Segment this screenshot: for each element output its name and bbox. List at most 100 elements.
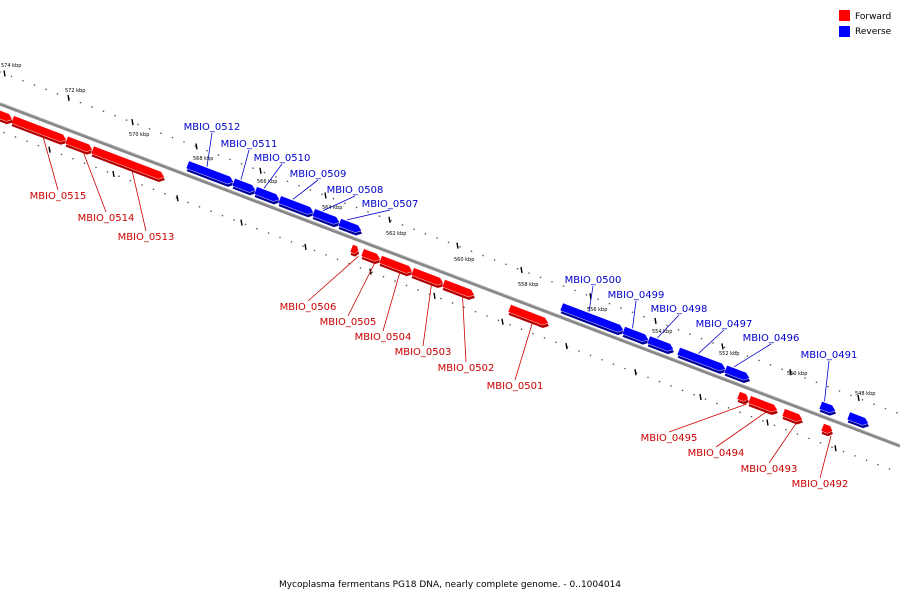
gene-label[interactable]: MBIO_0499 bbox=[608, 290, 665, 301]
gene-label[interactable]: MBIO_0498 bbox=[651, 304, 708, 315]
inner-dot bbox=[865, 459, 868, 462]
gene-arrow-body[interactable]: MBIO_0498 bbox=[646, 335, 675, 353]
inner-dot bbox=[164, 192, 166, 195]
gene-arrow[interactable]: MBIO_0512 bbox=[185, 160, 236, 189]
gene-label[interactable]: MBIO_0511 bbox=[221, 139, 278, 150]
gene-arrow[interactable]: MBIO_0494 bbox=[747, 395, 780, 417]
outer-dot bbox=[459, 246, 461, 248]
scale-tick-label: 574 kbp bbox=[1, 63, 21, 69]
gene-label[interactable]: MBIO_0510 bbox=[254, 153, 311, 164]
outer-dot bbox=[585, 294, 588, 296]
gene-label[interactable]: MBIO_0515 bbox=[30, 191, 87, 202]
gene-arrow-body[interactable]: MBIO_0494 bbox=[747, 395, 779, 414]
inner-dot bbox=[750, 415, 753, 418]
gene-arrow-body[interactable]: MBIO_0508 bbox=[311, 208, 341, 226]
gene-arrow[interactable]: MBIO_0510 bbox=[253, 186, 282, 206]
gene-arrow-body[interactable]: MBIO_0503 bbox=[410, 267, 445, 287]
inner-dot bbox=[704, 398, 707, 400]
gene-label[interactable]: MBIO_0508 bbox=[327, 185, 384, 196]
label-leader-line bbox=[514, 322, 533, 381]
gene-label[interactable]: MBIO_0514 bbox=[78, 213, 135, 224]
gene-arrow-body[interactable]: MBIO_0514 bbox=[64, 135, 94, 153]
gene-arrow-body[interactable]: MBIO_0504 bbox=[378, 255, 414, 276]
gene-arrow[interactable]: MBIO_0506 bbox=[349, 244, 361, 258]
gene-label[interactable]: MBIO_0509 bbox=[290, 169, 347, 180]
scale-tick-label: 572 kbp bbox=[65, 88, 85, 94]
gene-label[interactable]: MBIO_0513 bbox=[118, 232, 175, 243]
gene-arrow-body[interactable]: MBIO_0495 bbox=[736, 391, 750, 403]
outer-dot bbox=[781, 368, 783, 370]
gene-arrow[interactable]: MBIO_0504 bbox=[378, 255, 415, 279]
gene-arrow-body[interactable] bbox=[0, 109, 14, 124]
inner-tick-mark bbox=[433, 292, 436, 300]
gene-label[interactable]: MBIO_0492 bbox=[792, 479, 849, 490]
gene-label[interactable]: MBIO_0504 bbox=[355, 332, 412, 343]
inner-dot bbox=[647, 376, 649, 379]
gene-arrow-body[interactable]: MBIO_0507 bbox=[337, 218, 363, 235]
gene-arrow-body[interactable]: MBIO_0513 bbox=[90, 145, 166, 181]
gene-arrow[interactable] bbox=[846, 411, 871, 430]
gene-arrow[interactable]: MBIO_0513 bbox=[90, 145, 167, 184]
gene-arrow-body[interactable]: MBIO_0501 bbox=[507, 304, 550, 327]
gene-arrow[interactable]: MBIO_0503 bbox=[410, 267, 446, 290]
gene-arrow-body[interactable]: MBIO_0506 bbox=[349, 244, 360, 255]
gene-label[interactable]: MBIO_0494 bbox=[688, 448, 745, 459]
gene-label[interactable]: MBIO_0505 bbox=[320, 317, 377, 328]
inner-dot bbox=[106, 171, 109, 173]
outer-dot bbox=[827, 385, 829, 388]
gene-arrow-body[interactable]: MBIO_0510 bbox=[253, 186, 281, 204]
gene-arrow[interactable]: MBIO_0511 bbox=[231, 178, 258, 197]
gene-label[interactable]: MBIO_0500 bbox=[565, 275, 622, 286]
gene-arrow-body[interactable]: MBIO_0511 bbox=[231, 178, 257, 194]
gene-arrow[interactable]: MBIO_0496 bbox=[723, 365, 752, 384]
inner-tick-mark bbox=[112, 170, 115, 178]
gene-label[interactable]: MBIO_0502 bbox=[438, 363, 495, 374]
gene-label[interactable]: MBIO_0493 bbox=[741, 464, 798, 475]
gene-label[interactable]: MBIO_0495 bbox=[641, 433, 698, 444]
gene-label[interactable]: MBIO_0503 bbox=[395, 347, 452, 358]
inner-dot bbox=[762, 420, 764, 422]
gene-arrow-body[interactable]: MBIO_0499 bbox=[621, 326, 650, 344]
gene-label[interactable]: MBIO_0496 bbox=[743, 333, 800, 344]
gene-arrow-body[interactable]: MBIO_0509 bbox=[277, 195, 315, 216]
gene-arrow-body[interactable]: MBIO_0492 bbox=[820, 423, 834, 434]
gene-arrow[interactable]: MBIO_0505 bbox=[360, 248, 383, 266]
gene-arrow[interactable]: MBIO_0507 bbox=[337, 218, 364, 238]
gene-label[interactable]: MBIO_0507 bbox=[362, 199, 419, 210]
gene-arrow[interactable]: MBIO_0492 bbox=[820, 423, 835, 437]
gene-label[interactable]: MBIO_0506 bbox=[280, 302, 337, 313]
outer-dot bbox=[10, 75, 13, 78]
gene-arrow-body[interactable]: MBIO_0496 bbox=[723, 365, 751, 382]
scale-tick-label: 548 kbp bbox=[855, 391, 875, 397]
gene-arrow[interactable]: MBIO_0502 bbox=[441, 279, 477, 301]
gene-arrow-body[interactable]: MBIO_0497 bbox=[676, 347, 727, 372]
gene-arrow[interactable]: MBIO_0493 bbox=[781, 408, 805, 427]
gene-arrow[interactable] bbox=[0, 109, 15, 126]
gene-arrow[interactable]: MBIO_0501 bbox=[507, 304, 551, 330]
gene-arrow-body[interactable] bbox=[846, 411, 870, 427]
gene-arrow-body[interactable]: MBIO_0493 bbox=[781, 408, 804, 424]
label-leader-line bbox=[206, 132, 213, 167]
outer-dot bbox=[666, 324, 668, 327]
outer-dot bbox=[436, 237, 438, 239]
gene-arrow-body[interactable]: MBIO_0491 bbox=[818, 401, 837, 414]
gene-label[interactable]: MBIO_0491 bbox=[801, 350, 858, 361]
gene-label[interactable]: MBIO_0512 bbox=[184, 122, 241, 133]
gene-arrow-body[interactable]: MBIO_0512 bbox=[185, 160, 235, 186]
gene-arrow[interactable]: MBIO_0514 bbox=[64, 135, 95, 156]
gene-arrow[interactable]: MBIO_0500 bbox=[559, 302, 626, 337]
gene-arrow[interactable]: MBIO_0509 bbox=[277, 195, 316, 219]
gene-arrow-body[interactable]: MBIO_0502 bbox=[441, 279, 476, 298]
gene-arrow-body[interactable]: MBIO_0505 bbox=[360, 248, 382, 263]
gene-arrow[interactable]: MBIO_0508 bbox=[311, 208, 342, 229]
gene-label[interactable]: MBIO_0501 bbox=[487, 381, 544, 392]
gene-arrow[interactable]: MBIO_0495 bbox=[736, 391, 751, 406]
gene-arrow-body[interactable]: MBIO_0500 bbox=[559, 302, 625, 334]
label-leader-line bbox=[733, 343, 772, 368]
gene-arrow[interactable]: MBIO_0497 bbox=[676, 347, 728, 375]
gene-label[interactable]: MBIO_0497 bbox=[696, 319, 753, 330]
gene-arrow[interactable]: MBIO_0491 bbox=[818, 401, 838, 417]
gene-arrow[interactable]: MBIO_0499 bbox=[621, 326, 651, 347]
gene-arrow[interactable]: MBIO_0498 bbox=[646, 335, 676, 356]
inner-dot bbox=[417, 289, 419, 291]
